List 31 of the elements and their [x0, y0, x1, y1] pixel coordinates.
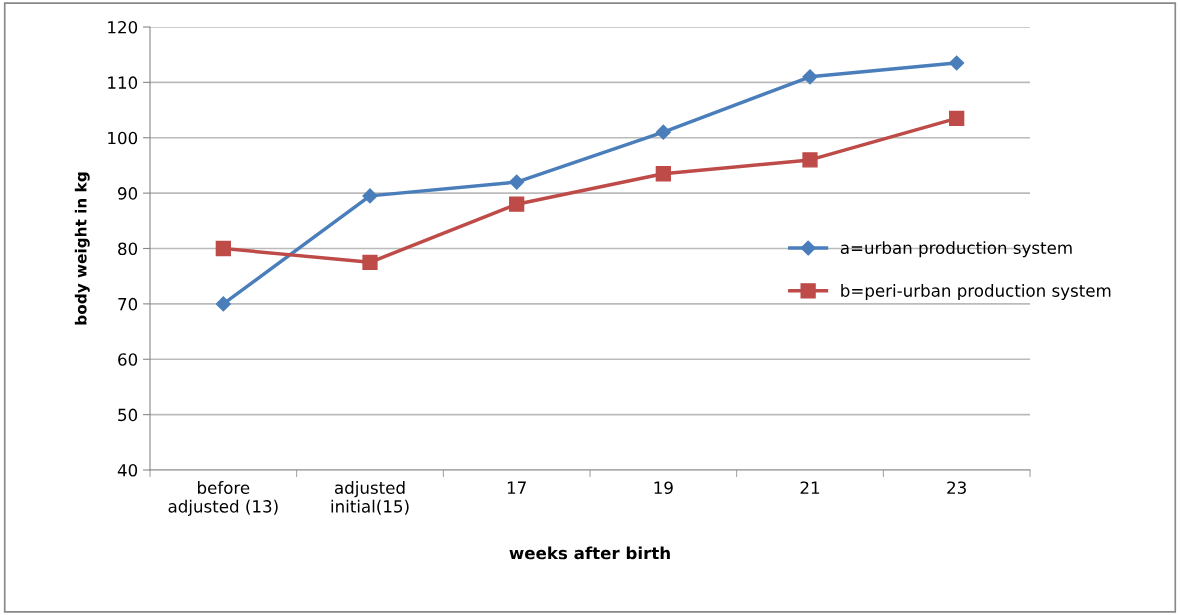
x-tick-label: 21 — [800, 481, 820, 494]
point — [949, 110, 965, 127]
y-tick-label: 50 — [118, 408, 138, 422]
point — [802, 152, 818, 168]
point — [362, 188, 378, 204]
y-tick-label: 60 — [118, 353, 138, 366]
point — [215, 296, 231, 312]
x-tick-label: 17 — [507, 481, 526, 494]
y-tick-label: 80 — [118, 242, 138, 256]
y-tick-label: 110 — [108, 76, 138, 89]
x-tick-label: 19 — [654, 481, 673, 495]
y-tick-label: 70 — [118, 297, 138, 311]
y-axis-title: body weight in kg — [74, 172, 90, 325]
x-tick-label: 23 — [947, 481, 966, 495]
x-tick-label: adjusted initial(15) — [331, 481, 409, 515]
legend-label: b=peri-urban production system — [841, 283, 1111, 301]
point — [655, 166, 671, 182]
y-tick-label: 90 — [118, 187, 138, 200]
point — [509, 174, 525, 190]
point — [509, 196, 525, 212]
legend-label: a=urban production system — [840, 241, 1072, 258]
x-tick-label: before adjusted (13) — [168, 481, 278, 516]
point — [655, 124, 671, 140]
y-tick-label: 120 — [108, 20, 138, 34]
y-tick-label: 100 — [108, 131, 138, 145]
x-axis-title: weeks after birth — [509, 546, 670, 560]
point — [949, 55, 965, 71]
point — [362, 254, 378, 270]
point — [215, 240, 231, 257]
y-tick-label: 40 — [117, 463, 138, 477]
point — [802, 69, 818, 85]
